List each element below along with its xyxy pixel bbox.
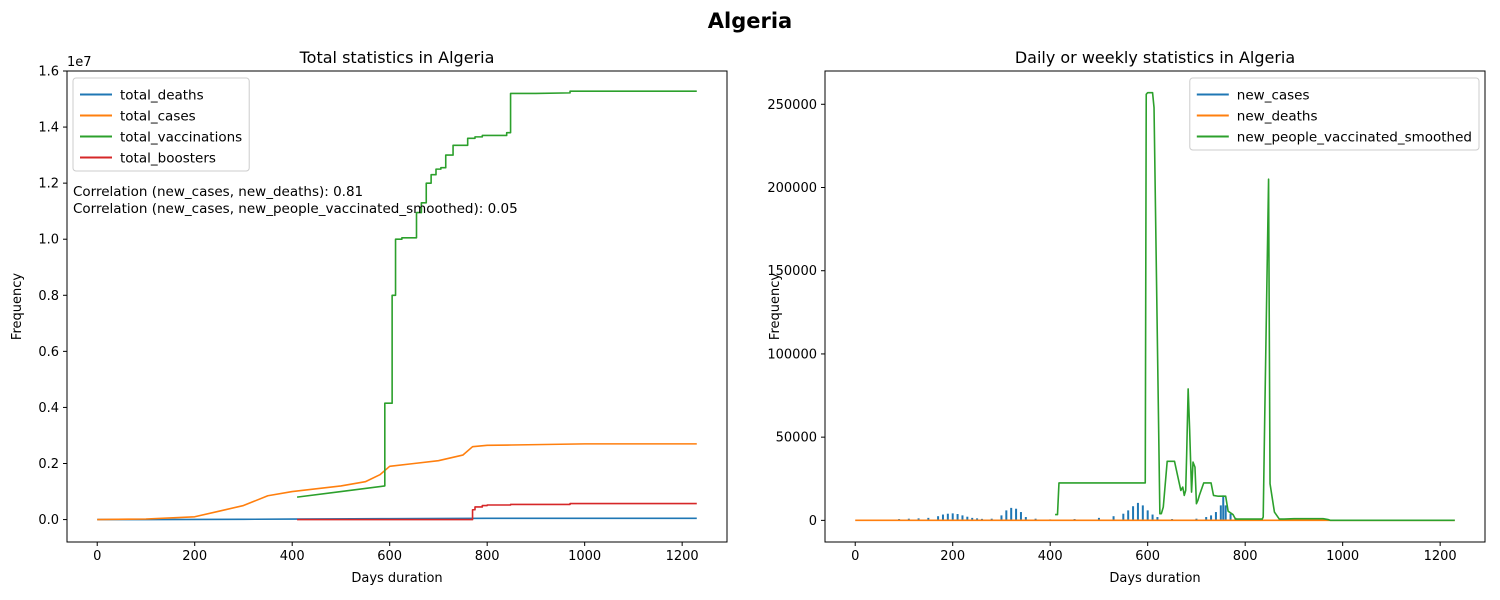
y-tick-label: 0.2 xyxy=(38,457,59,472)
x-tick-label: 400 xyxy=(280,549,305,564)
legend: new_cases new_deaths new_people_vaccinated… xyxy=(1189,77,1480,151)
y-tick-label: 1.2 xyxy=(38,177,59,192)
daily-statistics-panel: Daily or weekly statistics in Algeria 0 20… xyxy=(767,48,1486,586)
x-axis-label: Days duration xyxy=(1109,571,1200,586)
x-tick-label: 600 xyxy=(377,549,402,564)
x-tick-label: 600 xyxy=(1135,549,1160,564)
y-axis-label: Frequency xyxy=(768,273,783,340)
legend-entry: new_cases xyxy=(1237,88,1310,104)
x-axis-label: Days duration xyxy=(351,571,442,586)
legend-box xyxy=(1189,77,1480,151)
legend-entry: total_deaths xyxy=(120,88,204,104)
x-tick-label: 400 xyxy=(1038,549,1063,564)
plot-area xyxy=(97,90,697,521)
axes-frame xyxy=(824,70,1486,543)
series-total-deaths xyxy=(97,517,697,521)
y-tick-label: 1.6 xyxy=(38,65,59,80)
correlation-annotation: Correlation (new_cases, new_people_vacci… xyxy=(73,201,518,217)
y-axis-label: Frequency xyxy=(10,273,25,340)
x-tick-label: 1200 xyxy=(666,549,699,564)
x-tick-label: 1000 xyxy=(1326,549,1359,564)
legend: total_deaths total_cases total_vaccination… xyxy=(72,77,250,172)
x-tick-label: 800 xyxy=(475,549,500,564)
x-tick-label: 200 xyxy=(940,549,965,564)
plot-area xyxy=(855,91,1455,522)
legend-entry: new_people_vaccinated_smoothed xyxy=(1237,130,1472,146)
y-tick-label: 150000 xyxy=(767,264,817,279)
series-total-boosters xyxy=(297,502,697,521)
y-tick-label: 0.8 xyxy=(38,289,59,304)
figure-title: Algeria xyxy=(708,9,792,33)
y-tick-label: 0.0 xyxy=(38,513,59,528)
y-multiplier-label: 1e7 xyxy=(67,55,92,70)
series-new-people-vaccinated-smoothed xyxy=(1055,91,1455,522)
y-tick-label: 0.6 xyxy=(38,345,59,360)
y-tick-label: 1.0 xyxy=(38,233,59,248)
axes-frame xyxy=(66,70,728,543)
x-tick-label: 200 xyxy=(182,549,207,564)
y-tick-label: 50000 xyxy=(776,431,817,446)
total-statistics-panel: Total statistics in Algeria 0 200 400 600 800… xyxy=(10,48,728,586)
legend-box xyxy=(72,77,250,172)
panel-title: Total statistics in Algeria xyxy=(299,48,495,67)
series-new-cases xyxy=(898,495,1237,521)
y-tick-label: 200000 xyxy=(767,181,817,196)
legend-entry: new_deaths xyxy=(1237,109,1318,125)
legend-entry: total_boosters xyxy=(120,151,216,167)
y-tick-label: 0.4 xyxy=(38,401,59,416)
x-tick-label: 1000 xyxy=(568,549,601,564)
y-tick-label: 1.4 xyxy=(38,121,59,136)
x-tick-label: 1200 xyxy=(1424,549,1457,564)
legend-entry: total_vaccinations xyxy=(120,130,242,146)
y-tick-label: 100000 xyxy=(767,347,817,362)
panel-title: Daily or weekly statistics in Algeria xyxy=(1015,48,1295,67)
y-tick-label: 0 xyxy=(809,514,817,529)
series-total-cases xyxy=(97,443,697,521)
x-tick-label: 0 xyxy=(851,549,859,564)
y-tick-label: 250000 xyxy=(767,98,817,113)
legend-entry: total_cases xyxy=(120,109,196,125)
x-tick-label: 0 xyxy=(93,549,101,564)
correlation-annotation: Correlation (new_cases, new_deaths): 0.8… xyxy=(73,184,363,200)
series-total-vaccinations xyxy=(296,90,697,498)
x-tick-label: 800 xyxy=(1233,549,1258,564)
